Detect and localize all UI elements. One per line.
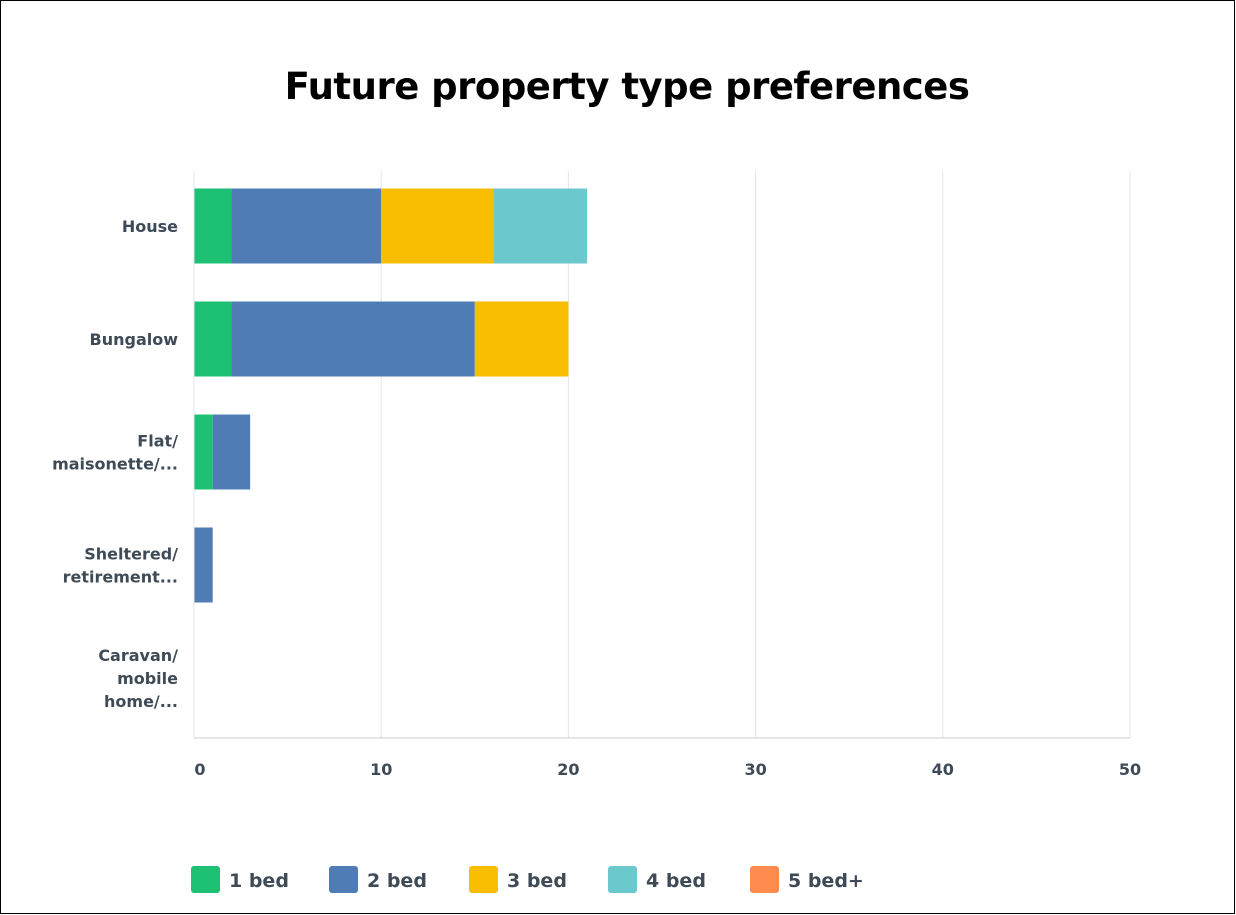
category-label: retirement... (63, 568, 178, 587)
bar-segment (381, 188, 494, 264)
bar-segment (194, 188, 232, 264)
legend-swatch (608, 866, 637, 893)
legend: 1 bed 2 bed 3 bed 4 bed 5 bed+ (191, 866, 864, 893)
bar-segment (194, 414, 213, 490)
bars (194, 188, 588, 603)
legend-label: 3 bed (507, 870, 567, 892)
bar-segment (474, 301, 569, 377)
x-tick-label: 10 (370, 760, 392, 779)
legend-swatch (750, 866, 779, 893)
x-tick-label: 40 (932, 760, 954, 779)
x-axis: 0 10 20 30 40 50 (193, 171, 1141, 779)
bar-segment (194, 527, 213, 603)
legend-swatch (329, 866, 358, 893)
category-label: House (122, 217, 178, 236)
category-label: Bungalow (90, 330, 179, 349)
category-label: Caravan/ (98, 646, 178, 665)
x-tick-label: 0 (194, 760, 205, 779)
legend-swatch (469, 866, 498, 893)
category-label: Flat/ (137, 432, 178, 451)
category-labels: House Bungalow Flat/maisonette/... Sheltere… (52, 217, 178, 711)
legend-label: 1 bed (229, 870, 289, 892)
gridlines (380, 171, 1131, 738)
bar-segment (493, 188, 588, 264)
x-tick-label: 20 (557, 760, 579, 779)
bar-segment (231, 188, 382, 264)
bar-segment (212, 414, 251, 490)
bar-segment (194, 301, 232, 377)
category-label: home/... (104, 692, 178, 711)
legend-label: 5 bed+ (788, 870, 864, 892)
legend-label: 4 bed (646, 870, 706, 892)
chart-title: Future property type preferences (284, 65, 970, 108)
x-tick-label: 50 (1119, 760, 1141, 779)
category-label: Sheltered/ (84, 545, 178, 564)
category-label: maisonette/... (52, 455, 178, 474)
legend-label: 2 bed (367, 870, 427, 892)
bar-segment (231, 301, 475, 377)
x-tick-label: 30 (744, 760, 766, 779)
legend-swatch (191, 866, 220, 893)
category-label: mobile (117, 669, 178, 688)
